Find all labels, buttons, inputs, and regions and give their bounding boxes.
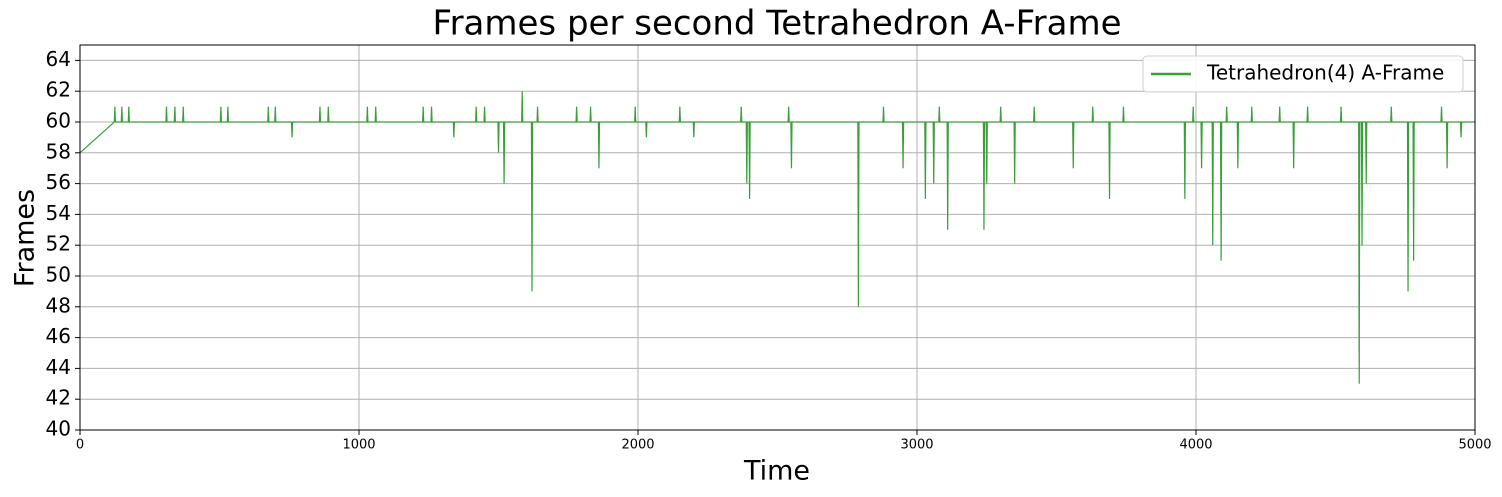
y-tick-label: 44 [46,355,71,379]
x-tick-label: 1000 [342,438,375,453]
legend-box [1142,55,1464,93]
plot-frame [79,44,1476,431]
x-tick-label: 4000 [1179,438,1212,453]
y-tick-label: 54 [46,201,71,225]
y-tick-label: 56 [46,170,71,194]
y-tick-label: 64 [46,47,71,71]
y-tick-label: 48 [46,293,71,317]
x-axis-label: Time [743,456,810,487]
y-tick-label: 60 [46,109,71,133]
x-tick-label: 2000 [621,438,654,453]
data-line [79,91,1475,384]
y-axis-label: Frames [10,189,41,287]
y-tick-label: 50 [46,263,71,287]
chart-title: Frames per second Tetrahedron A-Frame [432,4,1121,44]
y-tick-label: 62 [46,78,71,102]
x-tick-label: 0 [76,438,84,453]
y-tick-label: 52 [46,232,71,256]
y-tick-label: 46 [46,324,71,348]
y-tick-label: 58 [46,139,71,163]
x-tick-label: 3000 [900,438,933,453]
x-tick-label: 5000 [1458,438,1491,453]
y-tick-label: 40 [46,417,71,441]
legend-label: Tetrahedron(4) A-Frame [1206,61,1444,85]
y-tick-label: 42 [46,386,71,410]
